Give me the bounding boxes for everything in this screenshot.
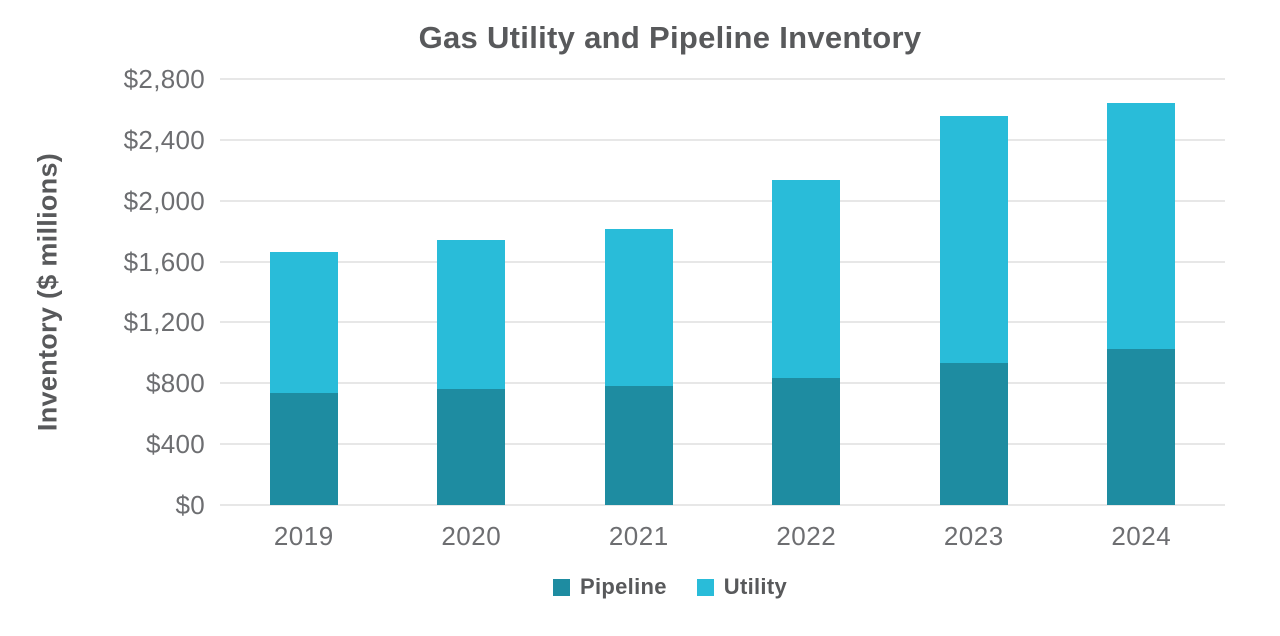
x-axis-label: 2019 xyxy=(273,521,334,551)
gridline xyxy=(220,321,1225,324)
gridline xyxy=(220,138,1225,141)
gridline xyxy=(220,199,1225,202)
bar-segment-pipeline-2023 xyxy=(939,362,1008,505)
legend: Pipeline Utility xyxy=(30,574,1280,600)
y-tick-label: $1,200 xyxy=(123,307,205,338)
bar-segment-pipeline-2021 xyxy=(604,386,673,505)
bar-segment-pipeline-2024 xyxy=(1107,349,1176,505)
gridline xyxy=(220,78,1225,80)
bar-segment-utility-2024 xyxy=(1107,102,1176,350)
legend-label-pipeline: Pipeline xyxy=(580,574,667,599)
legend-label-utility: Utility xyxy=(723,574,787,599)
bar-segment-utility-2019 xyxy=(269,252,338,394)
legend-swatch-utility xyxy=(696,578,714,596)
legend-swatch-pipeline xyxy=(553,578,570,596)
bar-segment-utility-2023 xyxy=(939,116,1008,363)
y-tick-label: $400 xyxy=(145,429,205,460)
x-axis-label: 2024 xyxy=(1111,521,1172,551)
bar-segment-utility-2022 xyxy=(772,180,841,378)
y-tick-label: $0 xyxy=(175,490,205,520)
bar-segment-utility-2021 xyxy=(604,228,673,387)
x-axis-label: 2021 xyxy=(608,521,669,551)
bar-segment-pipeline-2019 xyxy=(269,393,338,505)
legend-item-pipeline: Pipeline xyxy=(553,574,667,600)
y-tick-label: $2,000 xyxy=(123,185,205,216)
bar-segment-pipeline-2020 xyxy=(437,389,506,505)
legend-item-utility: Utility xyxy=(696,574,787,600)
y-tick-label: $2,800 xyxy=(123,64,205,94)
x-axis-label: 2022 xyxy=(776,521,837,551)
gridline xyxy=(220,504,1225,506)
bar-segment-pipeline-2022 xyxy=(772,377,841,505)
chart-title: Gas Utility and Pipeline Inventory xyxy=(418,20,922,55)
gridline xyxy=(220,443,1225,446)
y-tick-label: $1,600 xyxy=(123,246,205,277)
y-tick-label: $800 xyxy=(145,368,205,399)
y-tick-label: $2,400 xyxy=(123,124,205,155)
x-axis-label: 2023 xyxy=(943,521,1004,551)
gridline xyxy=(220,382,1225,385)
x-axis-label: 2020 xyxy=(441,521,502,551)
gridline xyxy=(220,260,1225,263)
bar-segment-utility-2020 xyxy=(437,239,506,390)
